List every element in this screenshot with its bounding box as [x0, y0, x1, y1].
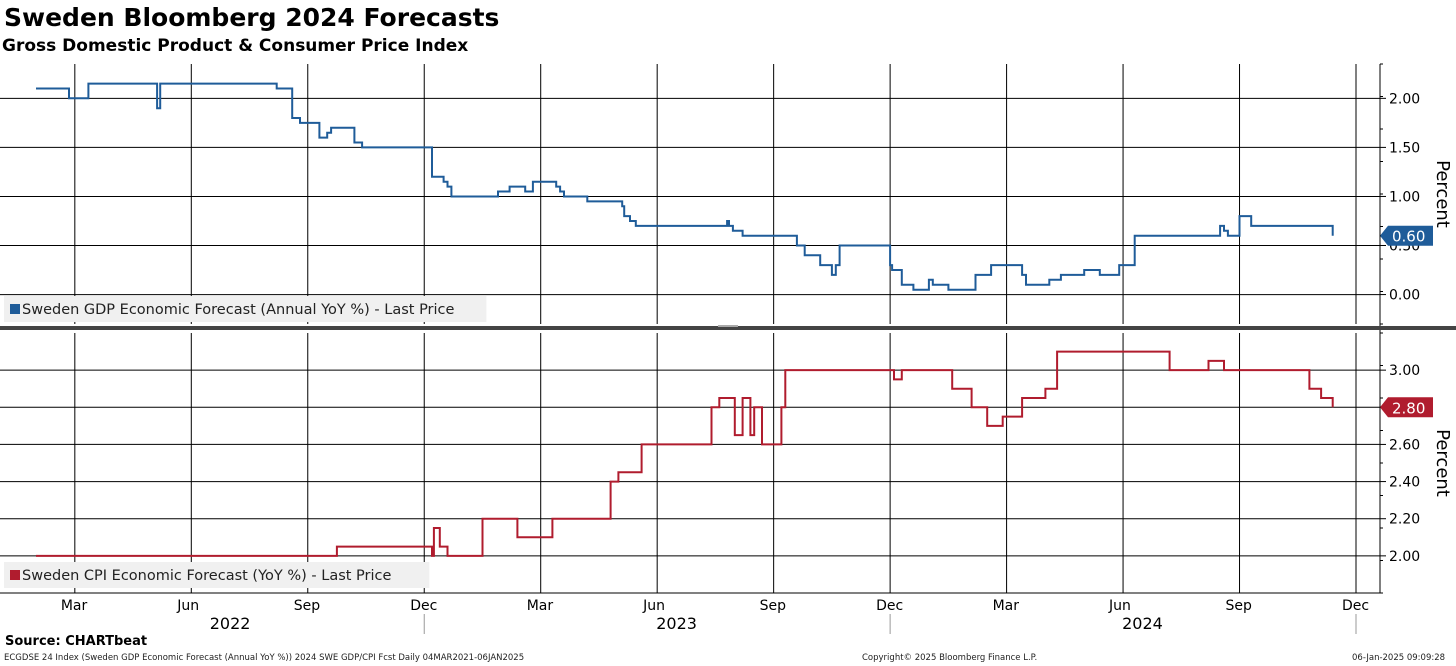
cpi-series-line [36, 350, 1334, 557]
legends: Sweden GDP Economic Forecast (Annual YoY… [4, 296, 487, 588]
bottom-panel-grid [0, 333, 1380, 593]
bottom-tick-label-5: 2.00 [1389, 549, 1420, 565]
panel-divider-handle [718, 325, 738, 327]
bottom-tick-label-3: 2.40 [1389, 475, 1420, 491]
gdp-legend-swatch [10, 304, 20, 314]
x-month-label-3: Dec [410, 598, 437, 614]
gdp-legend-box [4, 296, 487, 322]
panel-frame [0, 64, 1456, 594]
cpi-last-value-badge-shape [1380, 397, 1433, 418]
timestamp: 06-Jan-2025 09:09:28 [1352, 653, 1446, 663]
copyright: Copyright© 2025 Bloomberg Finance L.P. [862, 653, 1038, 663]
x-month-label-8: Mar [993, 598, 1020, 614]
gdp-last-value-badge-shape [1380, 225, 1433, 246]
bottom-tick-label-2: 2.60 [1389, 437, 1420, 453]
chart-subtitle: Gross Domestic Product & Consumer Price … [2, 36, 469, 56]
gdp-legend-label: Sweden GDP Economic Forecast (Annual YoY… [22, 302, 455, 318]
gdp-last-value-badge-text: 0.60 [1392, 228, 1425, 246]
gdp-legend: Sweden GDP Economic Forecast (Annual YoY… [4, 296, 487, 322]
cpi-legend-label: Sweden CPI Economic Forecast (YoY %) - L… [22, 568, 392, 584]
x-year-label-0: 2022 [210, 614, 251, 633]
last-value-badges: 0.60 2.80 [1380, 225, 1433, 418]
bottom-panel-y-ticks: 3.00 2.80 2.60 2.40 2.20 2.00 Percent [1380, 332, 1453, 594]
panel-divider [0, 326, 1456, 330]
series-layer [36, 82, 1334, 557]
x-year-label-2: 2024 [1122, 614, 1163, 633]
cpi-last-value-badge-text: 2.80 [1392, 399, 1425, 417]
bottom-tick-label-0: 3.00 [1389, 363, 1420, 379]
x-month-label-10: Sep [1226, 598, 1253, 614]
top-tick-label-2: 1.00 [1389, 189, 1420, 205]
x-month-label-2: Sep [294, 598, 321, 614]
index-info: ECGDSE 24 Index (Sweden GDP Economic For… [4, 653, 525, 663]
cpi-legend-swatch [10, 570, 20, 580]
x-axis: Mar Jun Sep Dec Mar Jun Sep Dec Mar Jun Sep Dec 2022… [61, 598, 1369, 634]
x-month-label-4: Mar [527, 598, 554, 614]
chart-title: Sweden Bloomberg 2024 Forecasts [4, 3, 500, 32]
cpi-legend: Sweden CPI Economic Forecast (YoY %) - L… [4, 562, 430, 588]
top-ylabel: Percent [1432, 160, 1453, 228]
top-tick-label-4: 0.00 [1389, 288, 1420, 304]
bottom-tick-label-4: 2.20 [1389, 512, 1420, 528]
source-note: Source: CHARTbeat [5, 634, 148, 649]
x-month-label-5: Jun [642, 598, 665, 614]
x-month-label-11: Dec [1342, 598, 1369, 614]
x-month-label-1: Jun [176, 598, 199, 614]
gdp-series-line [36, 82, 1334, 291]
x-year-label-1: 2023 [656, 614, 697, 633]
x-month-label-6: Sep [760, 598, 787, 614]
top-tick-label-1: 1.50 [1389, 140, 1420, 156]
top-panel-grid [0, 64, 1380, 324]
bottom-ylabel: Percent [1432, 429, 1453, 497]
cpi-legend-box [4, 562, 430, 588]
top-tick-label-0: 2.00 [1389, 91, 1420, 107]
x-month-label-9: Jun [1108, 598, 1131, 614]
cpi-last-value-badge: 2.80 [1380, 397, 1433, 418]
x-month-label-7: Dec [876, 598, 903, 614]
gdp-last-value-badge: 0.60 [1380, 225, 1433, 246]
x-month-label-0: Mar [61, 598, 88, 614]
